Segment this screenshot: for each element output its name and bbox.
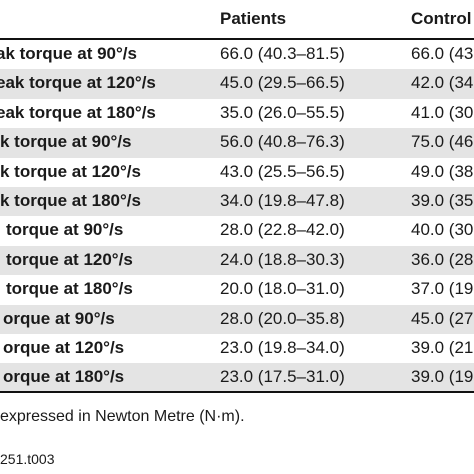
- controls-cell: 39.0 (21: [411, 337, 474, 357]
- row-label: eak torque at 180°/s: [0, 102, 156, 122]
- patients-cell: 28.0 (22.8–42.0): [220, 220, 345, 240]
- row-label: k torque at 180°/s: [0, 190, 141, 210]
- header-rule: [0, 38, 474, 40]
- controls-cell: 45.0 (27: [411, 308, 474, 328]
- table-bottom-rule: [0, 391, 474, 393]
- patients-cell: 28.0 (20.0–35.8): [220, 308, 345, 328]
- patients-cell: 23.0 (17.5–31.0): [220, 367, 345, 387]
- table-header: Patients Control: [0, 0, 474, 38]
- row-label: torque at 180°/s: [6, 279, 133, 299]
- row-label: orque at 120°/s: [3, 337, 125, 357]
- controls-cell: 49.0 (38: [411, 161, 474, 181]
- row-label: k torque at 90°/s: [0, 132, 132, 152]
- patients-cell: 56.0 (40.8–76.3): [220, 132, 345, 152]
- row-label: orque at 90°/s: [3, 308, 115, 328]
- controls-cell: 40.0 (30: [411, 220, 474, 240]
- patients-cell: 43.0 (25.5–56.5): [220, 161, 345, 181]
- controls-cell: 41.0 (30: [411, 102, 474, 122]
- patients-cell: 24.0 (18.8–30.3): [220, 249, 345, 269]
- controls-cell: 36.0 (28: [411, 249, 474, 269]
- row-label: ak torque at 90°/s: [0, 44, 137, 63]
- table-doi: 251.t003: [0, 451, 55, 467]
- table-row: torque at 180°/s 20.0 (18.0–31.0) 37.0 (…: [0, 275, 474, 304]
- patients-cell: 23.0 (19.8–34.0): [220, 337, 345, 357]
- table-footnote: expressed in Newton Metre (N·m).: [0, 408, 245, 425]
- controls-cell: 75.0 (46: [411, 132, 474, 152]
- controls-cell: 39.0 (35: [411, 190, 474, 210]
- table-row: ak torque at 90°/s 66.0 (40.3–81.5) 66.0…: [0, 40, 474, 69]
- table-row: k torque at 120°/s 43.0 (25.5–56.5) 49.0…: [0, 158, 474, 187]
- table-row: eak torque at 120°/s 45.0 (29.5–66.5) 42…: [0, 69, 474, 99]
- patients-cell: 34.0 (19.8–47.8): [220, 190, 345, 210]
- patients-cell: 45.0 (29.5–66.5): [220, 73, 345, 93]
- row-label: torque at 120°/s: [6, 249, 133, 269]
- controls-cell: 66.0 (43: [411, 44, 474, 63]
- controls-cell: 37.0 (19: [411, 279, 474, 299]
- controls-cell: 39.0 (19: [411, 367, 474, 387]
- table-row: k torque at 180°/s 34.0 (19.8–47.8) 39.0…: [0, 186, 474, 217]
- row-label: torque at 90°/s: [6, 220, 124, 240]
- controls-cell: 42.0 (34: [411, 73, 474, 93]
- table-row: torque at 90°/s 28.0 (22.8–42.0) 40.0 (3…: [0, 216, 474, 245]
- table-row: eak torque at 180°/s 35.0 (26.0–55.5) 41…: [0, 99, 474, 128]
- patients-cell: 66.0 (40.3–81.5): [220, 44, 345, 63]
- row-label: k torque at 120°/s: [0, 161, 141, 181]
- patients-cell: 35.0 (26.0–55.5): [220, 102, 345, 122]
- column-header-controls: Control: [411, 9, 472, 28]
- table-row: torque at 120°/s 24.0 (18.8–30.3) 36.0 (…: [0, 245, 474, 276]
- table-row: orque at 90°/s 28.0 (20.0–35.8) 45.0 (27: [0, 304, 474, 334]
- table-row: orque at 120°/s 23.0 (19.8–34.0) 39.0 (2…: [0, 334, 474, 363]
- row-label: orque at 180°/s: [3, 367, 125, 387]
- row-label: eak torque at 120°/s: [0, 73, 156, 93]
- column-header-patients: Patients: [220, 9, 287, 28]
- patients-cell: 20.0 (18.0–31.0): [220, 279, 345, 299]
- table-body: ak torque at 90°/s 66.0 (40.3–81.5) 66.0…: [0, 40, 474, 393]
- table-row: k torque at 90°/s 56.0 (40.8–76.3) 75.0 …: [0, 128, 474, 158]
- table-row: orque at 180°/s 23.0 (17.5–31.0) 39.0 (1…: [0, 363, 474, 393]
